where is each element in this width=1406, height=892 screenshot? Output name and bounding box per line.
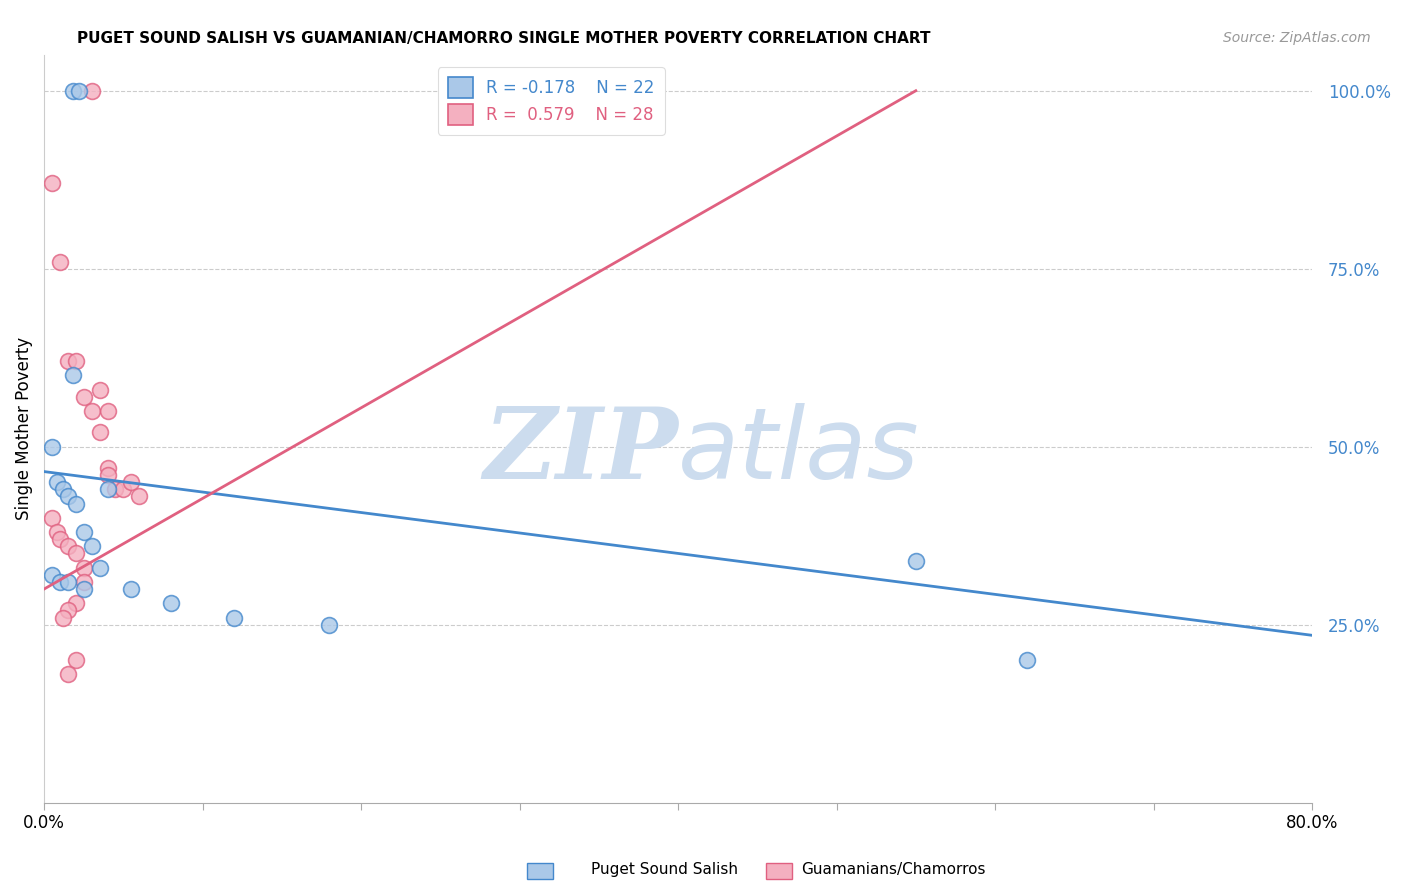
Point — [56, 574, 79, 589]
Point — [49, 574, 72, 589]
Point — [73, 560, 96, 574]
Point — [80, 404, 103, 418]
Point — [56, 667, 79, 681]
Point — [56, 539, 79, 553]
Point — [56, 603, 79, 617]
Point — [73, 390, 96, 404]
Point — [41, 511, 63, 525]
Point — [62, 84, 84, 98]
Text: Puget Sound Salish: Puget Sound Salish — [591, 863, 738, 877]
Point — [62, 368, 84, 383]
Point — [224, 610, 246, 624]
Point — [65, 596, 87, 610]
Point — [904, 553, 927, 567]
Point — [96, 483, 118, 497]
Point — [65, 546, 87, 560]
Point — [49, 532, 72, 546]
Point — [73, 582, 96, 596]
Point — [41, 440, 63, 454]
Point — [56, 354, 79, 368]
Text: atlas: atlas — [678, 403, 920, 500]
Point — [112, 483, 135, 497]
Point — [1015, 653, 1038, 667]
Point — [45, 475, 67, 490]
Text: Source: ZipAtlas.com: Source: ZipAtlas.com — [1223, 31, 1371, 45]
Point — [41, 567, 63, 582]
Point — [96, 404, 118, 418]
Point — [120, 582, 142, 596]
Point — [65, 653, 87, 667]
Point — [89, 425, 111, 440]
Point — [89, 560, 111, 574]
Point — [128, 490, 150, 504]
Point — [52, 610, 75, 624]
Point — [96, 468, 118, 483]
Y-axis label: Single Mother Poverty: Single Mother Poverty — [15, 337, 32, 520]
Point — [45, 525, 67, 540]
Point — [120, 475, 142, 490]
Point — [52, 483, 75, 497]
Point — [41, 176, 63, 190]
Text: ZIP: ZIP — [484, 403, 678, 500]
Point — [104, 483, 127, 497]
Point — [80, 84, 103, 98]
Text: PUGET SOUND SALISH VS GUAMANIAN/CHAMORRO SINGLE MOTHER POVERTY CORRELATION CHART: PUGET SOUND SALISH VS GUAMANIAN/CHAMORRO… — [77, 31, 931, 46]
Point — [49, 254, 72, 268]
Point — [80, 539, 103, 553]
Text: Guamanians/Chamorros: Guamanians/Chamorros — [801, 863, 986, 877]
Point — [96, 461, 118, 475]
Point — [65, 497, 87, 511]
Point — [318, 617, 340, 632]
Point — [73, 525, 96, 540]
Point — [73, 574, 96, 589]
Point — [89, 383, 111, 397]
Point — [65, 354, 87, 368]
Point — [67, 84, 90, 98]
Point — [56, 490, 79, 504]
Point — [160, 596, 183, 610]
Legend: R = -0.178    N = 22, R =  0.579    N = 28: R = -0.178 N = 22, R = 0.579 N = 28 — [437, 67, 665, 135]
